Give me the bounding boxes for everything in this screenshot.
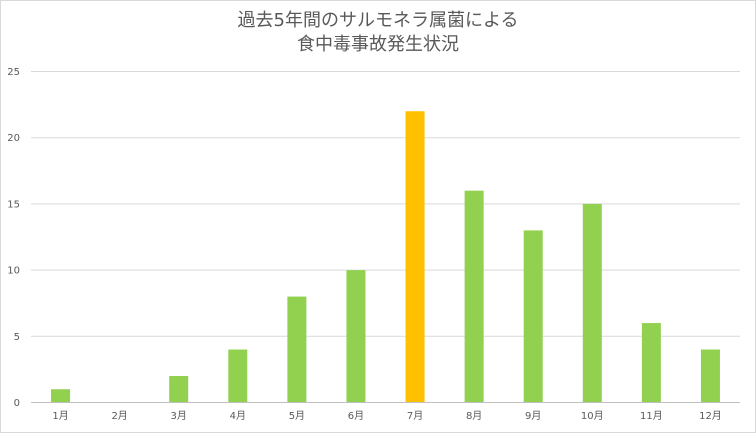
bar [582, 203, 602, 403]
x-tick-label: 6月 [348, 410, 364, 422]
y-axis-ticks: 0 5 10 15 20 25 [7, 67, 20, 409]
bar [346, 270, 366, 403]
x-tick-label: 2月 [111, 410, 127, 422]
bar [51, 389, 71, 403]
gridlines [31, 71, 740, 337]
bar [464, 190, 484, 403]
x-tick-label: 12月 [699, 410, 722, 422]
bar [405, 111, 425, 403]
x-tick-label: 11月 [640, 410, 663, 422]
x-tick-label: 8月 [466, 410, 482, 422]
x-tick-label: 10月 [581, 410, 604, 422]
bar [169, 376, 189, 403]
y-tick-label: 5 [14, 332, 20, 343]
bar [641, 323, 661, 403]
y-tick-label: 0 [14, 398, 20, 409]
x-axis-ticks: 1月 2月 3月 4月 5月 6月 7月 8月 9月 10月 11月 12月 [52, 410, 721, 422]
chart-title-line-1: 過去5年間のサルモネラ属菌による [237, 10, 519, 31]
chart-title: 過去5年間のサルモネラ属菌による 食中毒事故発生状況 [0, 9, 756, 57]
bar [287, 296, 307, 403]
x-tick-label: 4月 [230, 410, 246, 422]
bars [51, 111, 720, 403]
x-tick-label: 7月 [407, 410, 423, 422]
y-tick-label: 10 [7, 266, 20, 277]
x-tick-label: 3月 [171, 410, 187, 422]
y-tick-label: 15 [7, 199, 20, 210]
x-tick-label: 1月 [52, 410, 68, 422]
x-tick-label: 9月 [525, 410, 541, 422]
x-tick-label: 5月 [289, 410, 305, 422]
bar [228, 349, 248, 403]
bar [700, 349, 720, 403]
y-tick-label: 20 [7, 133, 20, 144]
chart-title-line-2: 食中毒事故発生状況 [297, 34, 459, 55]
bar [523, 230, 543, 403]
y-tick-label: 25 [7, 67, 20, 78]
